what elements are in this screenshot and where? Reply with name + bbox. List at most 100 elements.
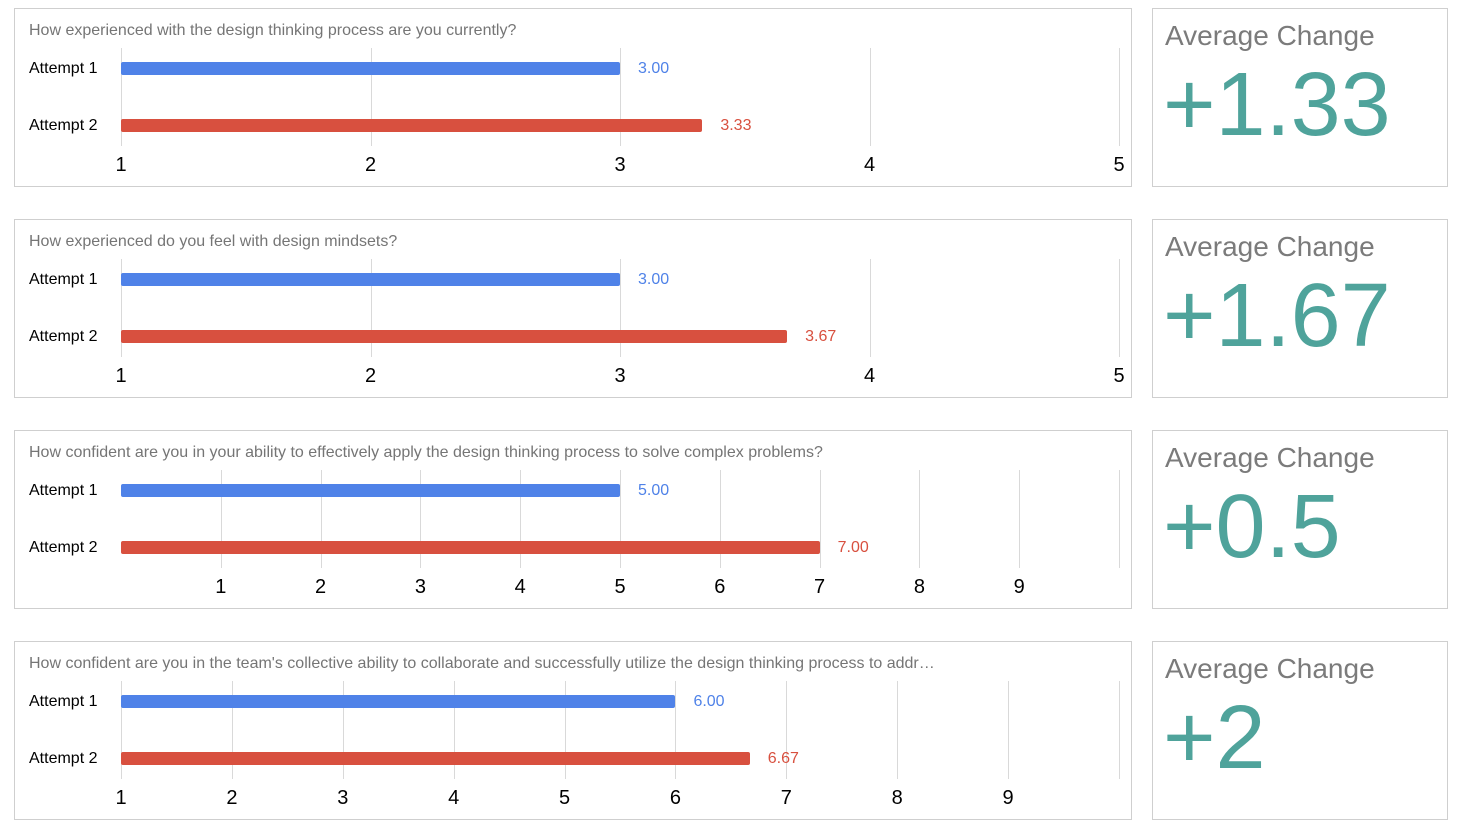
average-change-value: +2 bbox=[1163, 688, 1266, 788]
category-label: Attempt 2 bbox=[29, 117, 98, 134]
bar-attempt-2 bbox=[121, 119, 703, 132]
x-tick-label: 2 bbox=[315, 576, 327, 598]
x-tick-label: 3 bbox=[414, 576, 426, 598]
average-change-value: +1.33 bbox=[1163, 55, 1391, 155]
bar-value-label: 5.00 bbox=[638, 482, 670, 499]
category-label: Attempt 1 bbox=[29, 60, 98, 77]
plot-area: 6.00 6.67 bbox=[121, 681, 1120, 779]
dashboard-row: How experienced with the design thinking… bbox=[14, 8, 1448, 187]
chart-card: How experienced with the design thinking… bbox=[14, 8, 1132, 187]
gridline bbox=[1119, 48, 1120, 146]
dashboard-row: How experienced do you feel with design … bbox=[14, 219, 1448, 398]
plot-area: 3.00 3.67 bbox=[121, 259, 1120, 357]
bar-value-label: 7.00 bbox=[837, 539, 869, 556]
bar-value-label: 3.33 bbox=[720, 117, 752, 134]
average-change-value: +1.67 bbox=[1163, 266, 1391, 366]
bar-attempt-1 bbox=[121, 695, 676, 708]
gridline bbox=[869, 48, 871, 146]
x-tick-label: 3 bbox=[614, 365, 626, 387]
bar-attempt-1 bbox=[121, 62, 620, 75]
category-label: Attempt 1 bbox=[29, 271, 98, 288]
gridline bbox=[453, 681, 455, 779]
x-tick-label: 5 bbox=[1113, 365, 1125, 387]
gridline bbox=[220, 470, 222, 568]
category-label: Attempt 1 bbox=[29, 482, 98, 499]
chart-title: How experienced with the design thinking… bbox=[29, 22, 517, 39]
bar-value-label: 6.67 bbox=[767, 750, 799, 767]
gridline bbox=[869, 259, 871, 357]
x-tick-label: 2 bbox=[226, 787, 238, 809]
gridline bbox=[897, 681, 899, 779]
gridline bbox=[675, 681, 677, 779]
chart-card: How confident are you in the team's coll… bbox=[14, 641, 1132, 820]
chart-card: How confident are you in your ability to… bbox=[14, 430, 1132, 609]
x-tick-label: 3 bbox=[614, 154, 626, 176]
gridline bbox=[121, 681, 122, 779]
bar-attempt-1 bbox=[121, 273, 620, 286]
x-tick-label: 7 bbox=[814, 576, 826, 598]
x-tick-label: 4 bbox=[863, 154, 876, 176]
x-tick-label: 8 bbox=[891, 787, 903, 809]
x-axis: 1 2 3 4 5 6 7 8 9 bbox=[115, 787, 1119, 811]
x-tick-label: 5 bbox=[558, 787, 571, 809]
gridline bbox=[520, 470, 522, 568]
x-tick-label: 8 bbox=[913, 576, 925, 598]
x-tick-label: 6 bbox=[669, 787, 681, 809]
x-tick-label: 3 bbox=[337, 787, 349, 809]
x-tick-label: 9 bbox=[1013, 576, 1025, 598]
x-axis: 1 2 3 4 5 6 7 8 9 bbox=[121, 576, 1119, 600]
gridline bbox=[1119, 681, 1120, 779]
x-tick-label: 9 bbox=[1002, 787, 1014, 809]
chart-title: How experienced do you feel with design … bbox=[29, 233, 398, 250]
gridline bbox=[786, 681, 788, 779]
average-change-card: Average Change +1.67 bbox=[1152, 219, 1448, 398]
x-tick-label: 5 bbox=[1113, 154, 1125, 176]
gridline bbox=[819, 470, 821, 568]
x-tick-label: 2 bbox=[364, 365, 377, 387]
x-tick-label: 5 bbox=[614, 576, 626, 598]
x-tick-label: 1 bbox=[115, 787, 127, 809]
gridline bbox=[121, 48, 122, 146]
chart-title: How confident are you in your ability to… bbox=[29, 444, 823, 461]
average-change-label: Average Change bbox=[1165, 442, 1375, 473]
x-axis: 1 2 3 4 5 bbox=[115, 365, 1124, 389]
plot-area: 5.00 7.00 bbox=[121, 470, 1120, 568]
gridline bbox=[564, 681, 566, 779]
plot-area: 3.00 3.33 bbox=[121, 48, 1120, 146]
chart-card: How experienced do you feel with design … bbox=[14, 219, 1132, 398]
x-tick-label: 2 bbox=[364, 154, 377, 176]
bar-attempt-2 bbox=[121, 752, 750, 765]
average-change-value: +0.5 bbox=[1163, 477, 1341, 577]
bar-value-label: 3.00 bbox=[638, 60, 670, 77]
x-tick-label: 1 bbox=[115, 154, 127, 176]
x-tick-label: 1 bbox=[115, 365, 127, 387]
chart-title: How confident are you in the team's coll… bbox=[29, 655, 935, 672]
category-label: Attempt 2 bbox=[29, 539, 98, 556]
x-tick-label: 4 bbox=[448, 787, 460, 809]
x-axis: 1 2 3 4 5 bbox=[115, 154, 1124, 178]
bar-attempt-2 bbox=[121, 330, 788, 343]
gridline bbox=[719, 470, 721, 568]
category-label: Attempt 2 bbox=[29, 750, 98, 767]
bar-value-label: 3.67 bbox=[805, 328, 837, 345]
gridline bbox=[1019, 470, 1021, 568]
gridline bbox=[620, 259, 621, 357]
gridline bbox=[1119, 470, 1120, 568]
gridline bbox=[1119, 259, 1120, 357]
gridline bbox=[420, 470, 422, 568]
gridline bbox=[231, 681, 233, 779]
average-change-card: Average Change +0.5 bbox=[1152, 430, 1448, 609]
average-change-label: Average Change bbox=[1165, 653, 1375, 684]
gridline bbox=[620, 48, 621, 146]
bar-attempt-2 bbox=[121, 541, 820, 554]
category-label: Attempt 2 bbox=[29, 328, 98, 345]
bar-value-label: 6.00 bbox=[693, 693, 725, 710]
dashboard-row: How confident are you in the team's coll… bbox=[14, 641, 1448, 820]
average-change-label: Average Change bbox=[1165, 20, 1375, 51]
gridline bbox=[370, 48, 372, 146]
bar-value-label: 3.00 bbox=[638, 271, 670, 288]
gridline bbox=[1008, 681, 1010, 779]
bar-attempt-1 bbox=[121, 484, 620, 497]
gridline bbox=[320, 470, 322, 568]
